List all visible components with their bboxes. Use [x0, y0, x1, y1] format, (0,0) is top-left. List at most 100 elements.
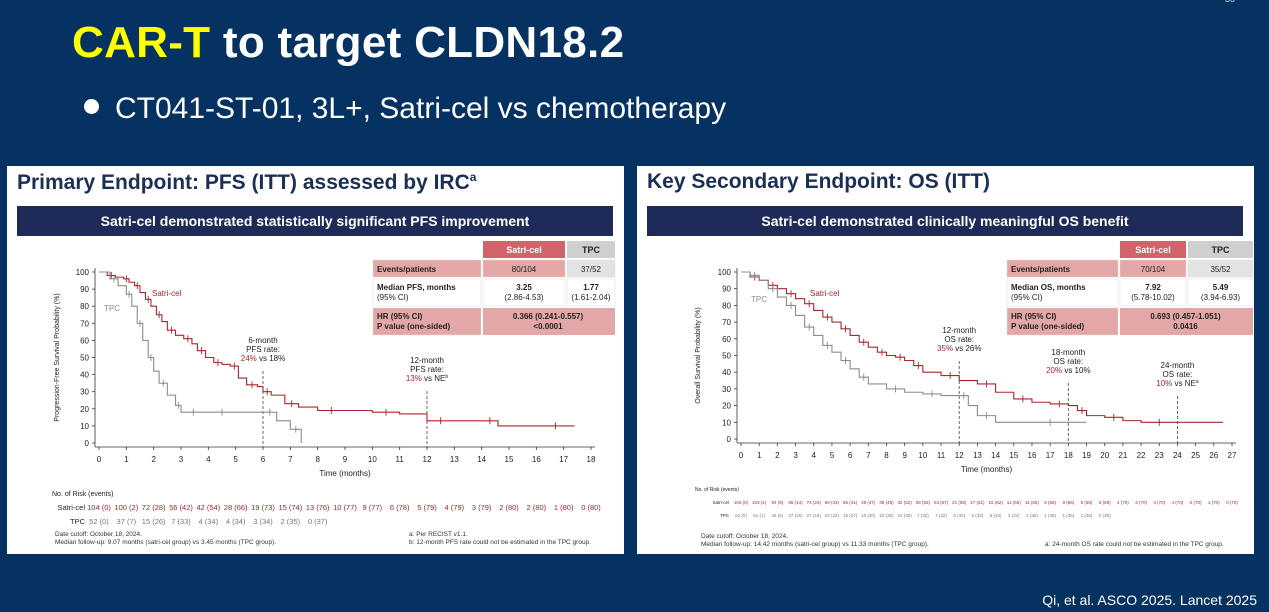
os-x-tick-label: 10	[918, 451, 927, 460]
pfs-annotation-label: PFS rate:	[246, 345, 280, 354]
os-risk-row-name: TPC	[720, 513, 730, 518]
pfs-risk-value: 5 (79)	[417, 503, 437, 512]
pfs-panel-title: Primary Endpoint: PFS (ITT) assessed by …	[17, 170, 476, 195]
os-risk-value: 6 (68)	[1081, 500, 1093, 505]
os-y-tick-label: 30	[722, 385, 731, 394]
pfs-x-axis-label: Time (months)	[319, 469, 371, 478]
pfs-x-tick-label: 9	[343, 455, 348, 464]
pfs-table-satri-cell	[482, 278, 566, 307]
os-table-tpc-cell	[1187, 259, 1254, 278]
os-risk-value: 10 (30)	[879, 513, 894, 518]
os-table-head-satri	[1120, 241, 1186, 258]
pfs-risk-value: 0 (80)	[581, 503, 601, 512]
os-risk-value: 21 (58)	[952, 500, 967, 505]
pfs-x-tick-label: 6	[261, 455, 266, 464]
os-risk-value: 22 (22)	[825, 513, 840, 518]
pfs-y-tick-label: 80	[80, 302, 89, 311]
pfs-x-tick-label: 2	[151, 455, 156, 464]
os-x-tick-label: 14	[991, 451, 1000, 460]
os-km-curve-tpc	[741, 271, 1087, 423]
pfs-risk-row-name: TPC	[70, 517, 86, 526]
pfs-table-row-label: Median PFS, months	[377, 283, 456, 292]
os-risk-value: 8 (66)	[1062, 500, 1074, 505]
os-risk-value: 8 (66)	[1044, 500, 1056, 505]
os-x-tick-label: 19	[1082, 451, 1091, 460]
os-risk-value: 103 (1)	[752, 500, 767, 505]
os-risk-value: 5 (32)	[972, 513, 984, 518]
os-annotation-rate: 20% vs 10%	[1046, 366, 1090, 375]
os-x-tick-label: 24	[1173, 451, 1182, 460]
os-risk-value: 5 (69)	[1099, 500, 1111, 505]
pfs-x-tick-label: 16	[532, 455, 541, 464]
os-x-tick-label: 18	[1064, 451, 1073, 460]
title-rest: to target CLDN18.2	[210, 18, 625, 67]
pfs-table-satri-value: 80/104	[512, 265, 537, 274]
pfs-risk-value: 19 (73)	[251, 503, 275, 512]
os-risk-value: 1 (70)	[1208, 500, 1220, 505]
pfs-title-text: Primary Endpoint: PFS (ITT) assessed by …	[17, 171, 470, 194]
pfs-table-head-satri-label: Satri-cel	[506, 245, 542, 255]
os-x-tick-label: 3	[793, 451, 798, 460]
pfs-annotation-label: 6-month	[248, 336, 277, 345]
os-risk-value: 10 (30)	[861, 513, 876, 518]
os-footer-left: Date cutoff: October 18, 2024.	[701, 533, 788, 540]
os-y-tick-label: 70	[722, 318, 731, 327]
pfs-y-tick-label: 20	[80, 405, 89, 414]
pfs-y-axis-label: Progression-Free Survival Probability (%…	[54, 293, 61, 421]
os-risk-value: 51 (1)	[753, 513, 765, 518]
pfs-x-tick-label: 1	[124, 455, 129, 464]
pfs-table-tpc-cell	[566, 259, 616, 278]
pfs-table-satri-value: 3.25	[516, 283, 532, 292]
os-risk-table-label: No. of Risk (events)	[695, 487, 739, 493]
os-x-tick-label: 21	[1118, 451, 1127, 460]
pfs-table-row-sublabel: P value (one-sided)	[377, 322, 451, 331]
os-y-tick-label: 20	[722, 402, 731, 411]
os-risk-value: 104 (0)	[734, 500, 749, 505]
pfs-x-tick-label: 12	[423, 455, 432, 464]
pfs-risk-value: 10 (77)	[333, 503, 357, 512]
os-risk-value: 32 (52)	[898, 500, 913, 505]
os-annotation-label: 24-month	[1161, 361, 1195, 370]
os-x-tick-label: 20	[1100, 451, 1109, 460]
os-table-hr-value: 0.693 (0.457-1.051)	[1150, 312, 1221, 321]
os-y-tick-label: 50	[722, 352, 731, 361]
os-x-axis-label: Time (months)	[961, 465, 1013, 474]
pfs-footer-right: a: Per RECIST v1.1.	[409, 531, 468, 538]
pfs-x-tick-label: 3	[179, 455, 184, 464]
pfs-series-label: Satri-cel	[152, 289, 182, 298]
os-table-head-tpc-label: TPC	[1212, 245, 1231, 255]
os-risk-value: 2 (70)	[1190, 500, 1202, 505]
pfs-series-label: TPC	[104, 304, 120, 313]
os-risk-value: 94 (9)	[771, 500, 783, 505]
os-risk-value: 74 (24)	[807, 500, 822, 505]
pfs-table-head-tpc	[567, 241, 615, 258]
pfs-table-satri-cell	[482, 259, 566, 278]
os-risk-value: 7 (32)	[935, 513, 947, 518]
os-table-row-label: Events/patients	[1011, 265, 1071, 274]
pfs-risk-value: 3 (79)	[472, 503, 492, 512]
os-risk-row-name: Satri-cel	[712, 500, 729, 505]
os-table-tpc-ci: (3.94-6.93)	[1201, 293, 1240, 302]
pfs-y-tick-label: 0	[85, 439, 90, 448]
os-annotation-label: 18-month	[1051, 348, 1085, 357]
os-x-tick-label: 0	[739, 451, 744, 460]
os-risk-value: 10 (30)	[898, 513, 913, 518]
pfs-title-sup: a	[469, 170, 477, 184]
pfs-table-hr-cell	[483, 308, 615, 335]
pfs-table-head-tpc-label: TPC	[582, 245, 601, 255]
pfs-x-tick-label: 13	[450, 455, 459, 464]
pfs-y-tick-label: 10	[80, 422, 89, 431]
os-risk-value: 15 (27)	[843, 513, 858, 518]
pfs-x-tick-label: 8	[315, 455, 320, 464]
pfs-panel: Primary Endpoint: PFS (ITT) assessed by …	[7, 166, 624, 554]
pfs-x-tick-label: 0	[97, 455, 102, 464]
pfs-banner: Satri-cel demonstrated statistically sig…	[17, 206, 613, 236]
pfs-annotation-rate: 13% vs NEb	[406, 374, 449, 383]
pfs-risk-value: 104 (0)	[87, 503, 111, 512]
os-risk-value: 5 (34)	[990, 513, 1002, 518]
pfs-annotation-label: PFS rate:	[410, 365, 444, 374]
os-table-satri-cell	[1119, 259, 1187, 278]
os-table-tpc-cell	[1187, 278, 1254, 307]
pfs-x-tick-label: 4	[206, 455, 211, 464]
